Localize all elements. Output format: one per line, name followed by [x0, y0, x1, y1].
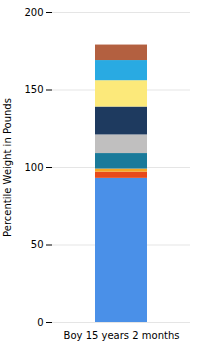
svg-text:0: 0 [37, 317, 43, 328]
svg-text:Percentile Weight in Pounds: Percentile Weight in Pounds [2, 98, 13, 237]
svg-text:100: 100 [24, 162, 43, 173]
svg-text:150: 150 [24, 84, 43, 95]
svg-text:Boy 15 years 2 months: Boy 15 years 2 months [64, 330, 180, 341]
svg-text:200: 200 [24, 7, 43, 18]
svg-text:50: 50 [31, 239, 44, 250]
